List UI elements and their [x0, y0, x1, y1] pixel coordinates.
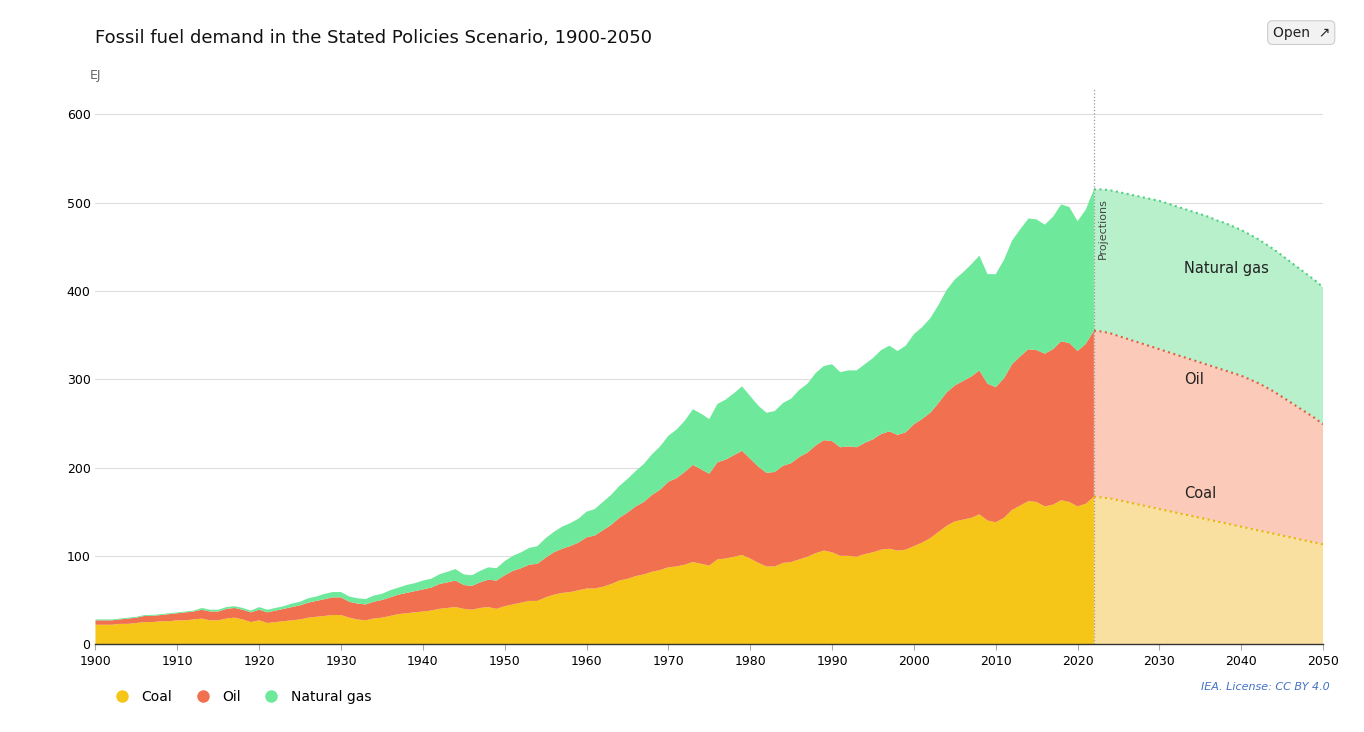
Text: Oil: Oil [1184, 372, 1204, 386]
Text: Open  ↗: Open ↗ [1273, 26, 1330, 40]
Text: Natural gas: Natural gas [1184, 261, 1269, 276]
Text: EJ: EJ [90, 70, 101, 82]
Text: Fossil fuel demand in the Stated Policies Scenario, 1900-2050: Fossil fuel demand in the Stated Policie… [95, 29, 652, 48]
Text: Projections: Projections [1098, 198, 1108, 259]
Text: Coal: Coal [1184, 487, 1217, 501]
Legend: Coal, Oil, Natural gas: Coal, Oil, Natural gas [102, 684, 376, 709]
Text: IEA. License: CC BY 4.0: IEA. License: CC BY 4.0 [1202, 681, 1330, 692]
